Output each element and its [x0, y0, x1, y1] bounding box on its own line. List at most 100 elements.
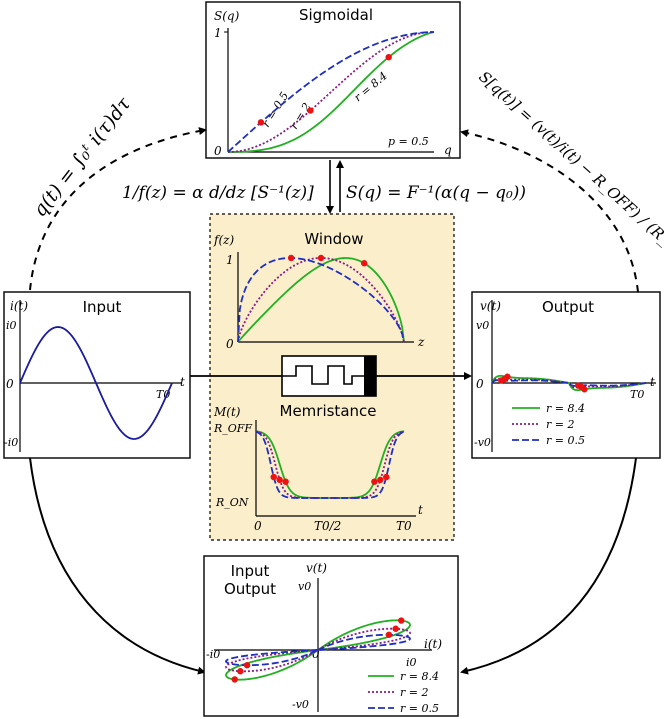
- output-tick-zero: 0: [476, 377, 484, 391]
- io-tick-zero: 0: [312, 647, 320, 661]
- output-legend: r = 8.4 r = 2 r = 0.5: [512, 402, 585, 447]
- window-tick-0: 0: [226, 337, 234, 351]
- sigmoidal-tick-0: 0: [214, 144, 222, 158]
- sigmoidal-point-2: [257, 119, 265, 126]
- dashed-arc-right: [460, 129, 639, 293]
- io-title-line2: Output: [224, 580, 276, 598]
- window-tick-1: 1: [226, 253, 234, 267]
- window-point-2: [287, 254, 295, 262]
- input-plot: [19, 300, 182, 452]
- output-tick-T: T0: [630, 388, 644, 401]
- input-tick-top: i0: [6, 319, 17, 332]
- io-point-0: [398, 617, 405, 624]
- io-legend-label-1: r = 2: [400, 686, 428, 699]
- output-frame: [471, 291, 661, 459]
- io-curve-2: [225, 633, 411, 667]
- sigmoidal-p-label: p = 0.5: [388, 135, 429, 148]
- io-point-4: [237, 668, 244, 675]
- output-point-5: [575, 382, 582, 389]
- sigmoidal-panel: Sigmoidal S(q) q 1 0 p = 0.5 r = 0.5 r =…: [205, 1, 461, 159]
- io-legend-label-0: r = 8.4: [400, 670, 439, 683]
- input-panel: Input i(t) t i0 0 -i0 T0: [3, 291, 191, 459]
- dashed-arc-left: [29, 127, 207, 291]
- io-point-2: [385, 631, 393, 638]
- output-xlabel: t: [650, 375, 655, 389]
- memristor-zigzag: [282, 365, 364, 385]
- equation-inverse-f: 1/f(z) = α d/dz [S⁻¹(z)]: [122, 183, 314, 203]
- solid-arc-left: [29, 457, 206, 675]
- window-title: Window: [304, 230, 363, 248]
- input-xlabel: t: [180, 375, 185, 389]
- memristance-tick-on: R_ON: [215, 496, 249, 509]
- output-tick-top: v0: [476, 319, 489, 332]
- memristance-title: Memristance: [280, 402, 377, 420]
- memristance-point-0: [282, 478, 289, 485]
- window-ylabel: f(z): [213, 233, 234, 247]
- window-curve-2: [237, 257, 405, 343]
- io-plot: [214, 578, 432, 712]
- io-xlabel: i(t): [424, 637, 442, 651]
- input-ylabel: i(t): [10, 299, 28, 313]
- input-frame: [3, 291, 191, 459]
- connector-layer: [29, 127, 639, 675]
- output-legend-label-0: r = 8.4: [546, 402, 585, 415]
- sigmoidal-point-0: [385, 53, 392, 61]
- equation-q-integral: q(t) = ∫₀ᵗ i(τ)dτ: [29, 93, 136, 221]
- window-plot: [237, 252, 414, 343]
- sigmoidal-frame: [205, 1, 461, 159]
- output-panel: Output v(t) t v0 0 -v0 T0 r = 8.4 r = 2 …: [471, 291, 661, 459]
- input-tick-zero: 0: [6, 377, 14, 391]
- output-legend-label-2: r = 0.5: [546, 434, 585, 447]
- io-tick-v0: v0: [298, 580, 311, 593]
- memristance-xtick-2: T0: [396, 519, 412, 533]
- sigmoidal-curve-0: [228, 31, 435, 153]
- memristance-xlabel: t: [418, 503, 423, 517]
- memristance-ylabel: M(t): [213, 405, 241, 419]
- memristor-symbol: [190, 355, 472, 397]
- memristance-point-3: [371, 478, 378, 485]
- input-tick-T: T0: [156, 388, 170, 401]
- io-point-1: [392, 625, 399, 632]
- memristor-band: [364, 356, 376, 396]
- memristance-point-5: [383, 473, 390, 481]
- output-curve-2: [491, 379, 647, 387]
- equation-s-of-q: S(q) = F⁻¹(α(q − q₀)): [346, 183, 526, 203]
- memristance-plot: [255, 420, 416, 517]
- sigmoidal-point-1: [307, 107, 314, 114]
- sigmoidal-curve-1: [227, 31, 435, 153]
- window-point-0: [360, 260, 368, 267]
- input-tick-bottom: -i0: [4, 436, 18, 449]
- output-plot: [491, 300, 656, 452]
- sigmoidal-plot: [224, 28, 435, 153]
- output-point-2: [498, 377, 505, 384]
- memristance-point-1: [276, 476, 283, 484]
- io-point-5: [243, 662, 251, 669]
- sigmoidal-tick-1: 1: [214, 26, 222, 40]
- window-xlabel: z: [417, 335, 425, 349]
- window-panel: Window f(z) z 1 0: [213, 230, 425, 351]
- io-legend: r = 8.4 r = 2 r = 0.5: [368, 670, 439, 715]
- memristance-panel: Memristance M(t) t R_OFF R_ON 0 T0/2 T0: [213, 402, 423, 533]
- output-legend-label-1: r = 2: [546, 418, 574, 431]
- output-title: Output: [542, 298, 594, 316]
- sigmoidal-xlabel: q: [444, 143, 452, 157]
- memristance-xtick-1: T0/2: [314, 519, 341, 533]
- sigmoidal-title: Sigmoidal: [299, 6, 373, 24]
- input-title: Input: [83, 298, 122, 316]
- io-frame: [203, 555, 459, 717]
- io-legend-label-2: r = 0.5: [400, 702, 439, 715]
- io-ylabel: v(t): [306, 561, 327, 575]
- io-tick-mi0: -i0: [206, 648, 220, 661]
- memristance-point-4: [377, 476, 384, 484]
- solid-arc-right: [460, 457, 637, 675]
- io-panel: Input Output v(t) i(t) v0 -v0 i0 -i0 0 r…: [203, 555, 459, 717]
- memristance-tick-off: R_OFF: [213, 422, 252, 435]
- sigmoidal-ylabel: S(q): [214, 9, 240, 23]
- io-title-line1: Input: [231, 562, 270, 580]
- io-point-3: [231, 676, 238, 683]
- window-point-1: [317, 254, 325, 262]
- io-tick-i0: i0: [406, 656, 417, 669]
- memristance-point-2: [270, 473, 277, 481]
- memristance-xtick-0: 0: [254, 519, 262, 533]
